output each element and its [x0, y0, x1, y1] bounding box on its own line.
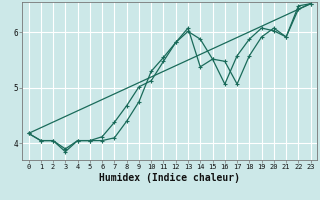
X-axis label: Humidex (Indice chaleur): Humidex (Indice chaleur) [99, 173, 240, 183]
